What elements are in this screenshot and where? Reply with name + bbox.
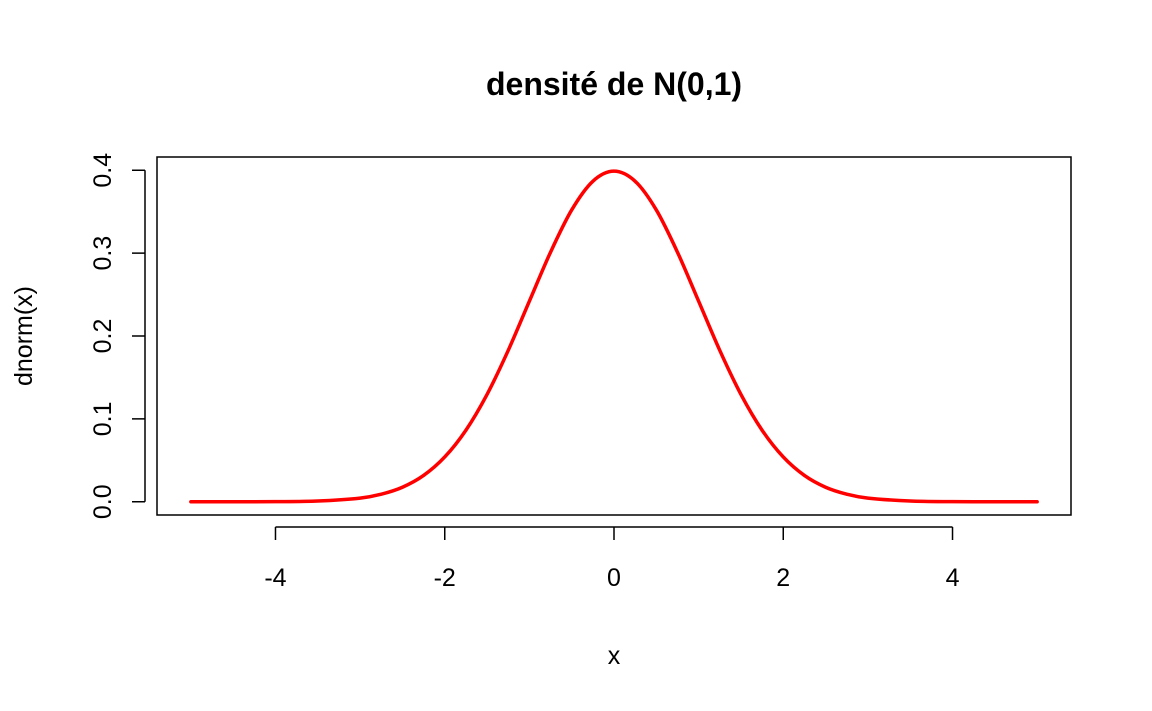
- plot-area-frame: [156, 156, 1072, 516]
- y-tick-label: 0.2: [89, 319, 117, 354]
- x-axis-label: x: [608, 642, 621, 670]
- series-layer: [189, 169, 1039, 504]
- y-tick-label: 0.0: [89, 484, 117, 519]
- density-curve-line: [189, 169, 1039, 504]
- y-axis: 0.0 0.1 0.2 0.3 0.4: [89, 153, 146, 519]
- y-tick-label: 0.4: [89, 153, 117, 188]
- x-tick-label: -4: [264, 564, 286, 592]
- x-tick-label: -2: [434, 564, 456, 592]
- y-tick-label: 0.1: [89, 401, 117, 436]
- chart-title: densité de N(0,1): [486, 66, 742, 102]
- x-axis: -4 -2 0 2 4: [264, 526, 960, 592]
- y-tick-label: 0.3: [89, 236, 117, 271]
- y-axis-label: dnorm(x): [10, 286, 38, 386]
- x-tick-label: 0: [607, 564, 621, 592]
- x-tick-label: 4: [946, 564, 960, 592]
- x-tick-label: 2: [776, 564, 790, 592]
